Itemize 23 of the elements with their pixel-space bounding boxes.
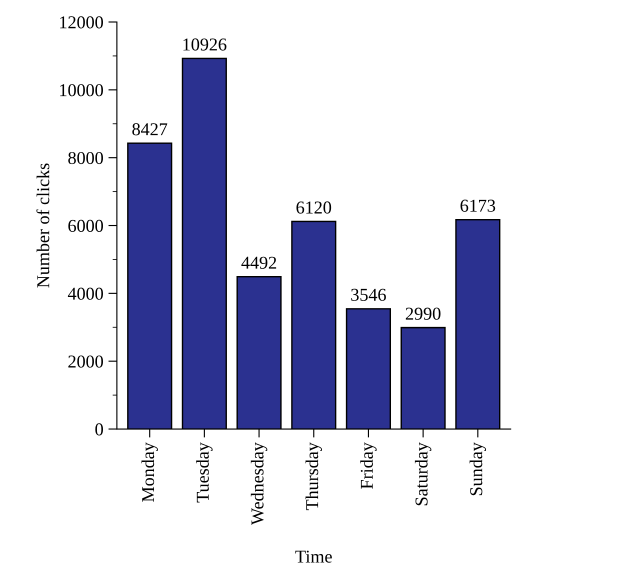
data-label: 6173 [460,200,496,212]
y-tick-label: 8000 [68,152,103,164]
x-tick-label: Thursday [306,442,322,510]
x-tick-label: Wednesday [250,442,268,525]
y-tick-label: 4000 [68,288,103,300]
x-tick-label: Monday [141,442,158,502]
x-tick-label: Saturday [414,442,432,506]
y-tick-label: 12000 [60,16,103,28]
data-label: 10926 [183,38,226,51]
y-tick-label: 2000 [68,355,103,368]
y-axis-title: Number of clicks [36,164,50,288]
y-tick-label: 10000 [60,84,103,96]
data-label: 2990 [406,308,440,320]
x-tick-label: Tuesday [196,442,213,502]
data-label: 3546 [351,288,386,301]
x-tick-label: Friday [360,442,377,489]
x-tick-label: Sunday [470,442,486,496]
data-label: 4492 [241,256,276,269]
y-tick-label: 6000 [68,220,103,232]
data-label: 6120 [296,201,332,214]
y-tick-label: 0 [95,423,103,436]
x-axis-title: Time [295,550,332,563]
data-label: 8427 [132,123,168,136]
